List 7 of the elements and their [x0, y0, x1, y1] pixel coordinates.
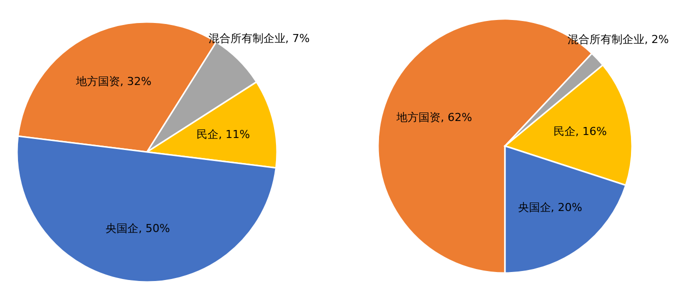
slice-label: 地方国资, 62% [396, 110, 472, 125]
slice-label: 地方国资, 32% [76, 74, 152, 89]
slice-label: 混合所有制企业, 7% [208, 32, 310, 46]
slice-label: 央国企, 50% [105, 222, 170, 236]
slice-label: 民企, 11% [196, 128, 250, 142]
slice-label: 央国企, 20% [518, 200, 582, 215]
slice-label: 民企, 16% [553, 124, 607, 139]
